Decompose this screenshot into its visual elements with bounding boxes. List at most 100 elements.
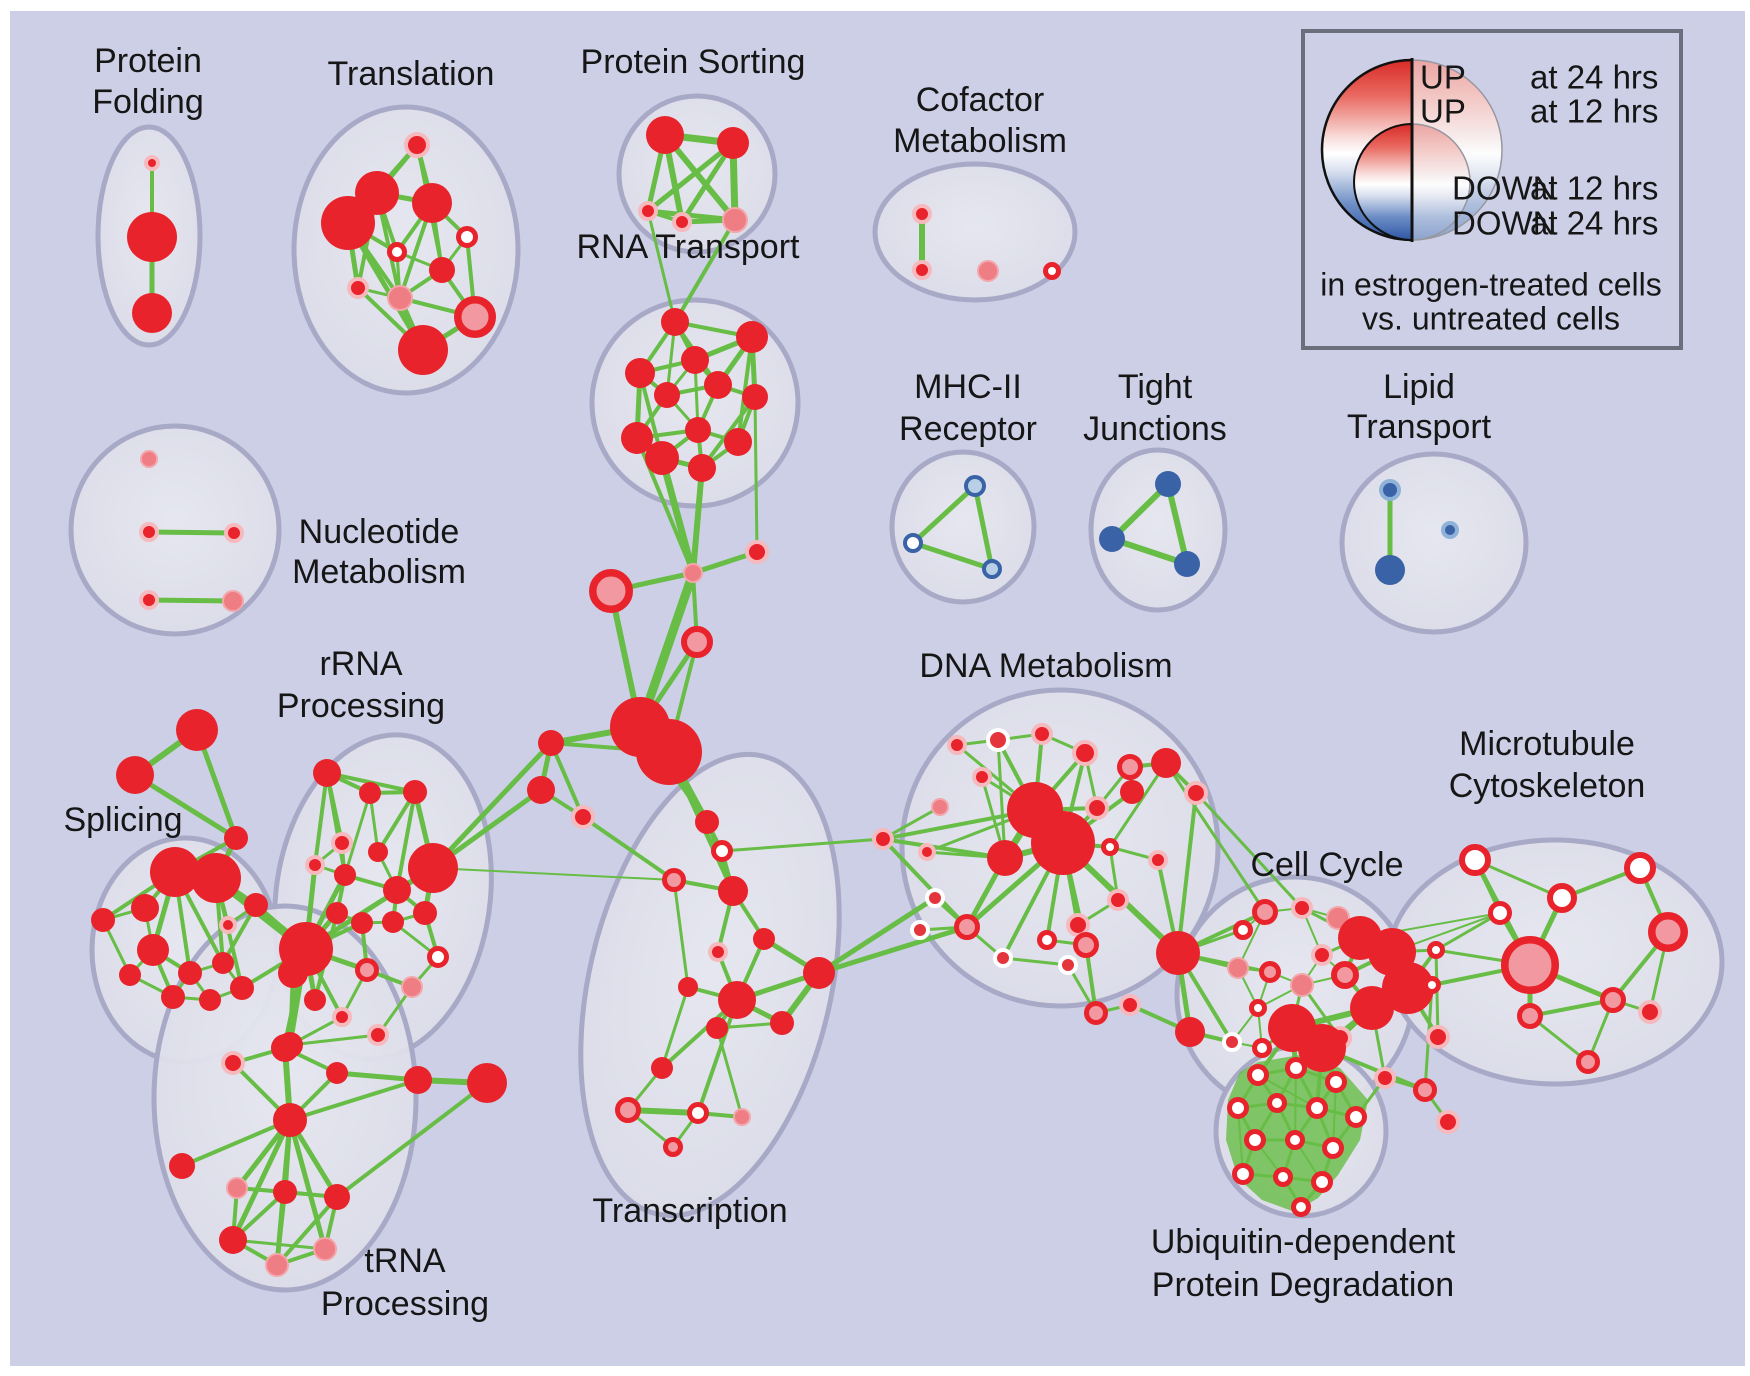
legend-time-label-1: at 24 hrs xyxy=(1530,59,1658,96)
network-node-rt1 xyxy=(736,321,768,353)
network-node-mh2 xyxy=(982,559,1002,579)
network-edge-u2-u9 xyxy=(1332,1081,1337,1149)
network-node-h4 xyxy=(571,805,595,829)
network-edge-ps4-rt0 xyxy=(673,218,737,324)
legend-time-label-4: at 24 hrs xyxy=(1530,205,1658,242)
network-node-sp5 xyxy=(178,961,202,985)
network-node-cm0 xyxy=(912,204,932,224)
network-node-tn12 xyxy=(313,1237,337,1261)
network-node-cc9 xyxy=(1311,944,1333,966)
network-node-mt1 xyxy=(1547,883,1577,913)
network-node-dm2 xyxy=(1072,740,1098,766)
network-node-cc25 xyxy=(1119,994,1141,1016)
network-node-lt0 xyxy=(1379,479,1401,501)
network-node-ts9 xyxy=(770,1011,794,1035)
network-node-rr5 xyxy=(305,855,325,875)
network-node-ts6 xyxy=(678,977,698,997)
network-node-u4 xyxy=(1267,1093,1287,1113)
network-node-rt2 xyxy=(681,346,709,374)
network-node-pf0 xyxy=(144,155,160,171)
network-node-tl8 xyxy=(387,285,413,311)
network-node-ts15 xyxy=(663,1137,683,1157)
network-edge-mh1-mh2 xyxy=(910,540,995,572)
network-edge-dm23-cc0 xyxy=(1176,791,1198,955)
network-node-sp4 xyxy=(137,934,169,966)
network-node-dm8 xyxy=(925,888,945,908)
network-edge-tj1-tj2 xyxy=(1109,536,1190,567)
network-edge-ts8-ts13 xyxy=(696,998,739,1115)
network-node-sp12 xyxy=(119,964,141,986)
legend-box xyxy=(1301,29,1683,350)
cluster-label-trna-processing-line2: Processing xyxy=(321,1285,489,1323)
network-node-dm7 xyxy=(918,843,936,861)
network-node-ft1 xyxy=(116,756,154,794)
network-node-mt10 xyxy=(1576,1050,1600,1074)
network-node-mt4 xyxy=(1423,976,1441,994)
network-node-mh1 xyxy=(903,533,923,553)
network-node-ts7 xyxy=(708,942,728,962)
network-node-cm1 xyxy=(912,260,932,280)
network-node-rt8 xyxy=(621,422,653,454)
cluster-label-cofactor-metabolism-line2: Metabolism xyxy=(893,122,1067,160)
network-node-rr6 xyxy=(334,864,356,886)
network-node-rt6 xyxy=(654,382,680,408)
network-edge-mh0-mh2 xyxy=(972,483,995,572)
network-node-sp6 xyxy=(212,952,234,974)
network-node-pf1 xyxy=(127,212,177,262)
network-edge-rr3-rr8 xyxy=(395,790,417,892)
network-node-sp3 xyxy=(91,908,115,932)
network-node-rr16 xyxy=(401,976,423,998)
network-node-dm9 xyxy=(954,914,980,940)
network-node-sp1 xyxy=(191,853,241,903)
network-node-u7 xyxy=(1244,1129,1266,1151)
network-node-dm14 xyxy=(1148,850,1168,870)
cluster-label-rrna-processing-line1: rRNA xyxy=(319,645,402,683)
network-node-ps3 xyxy=(672,212,692,232)
network-node-ps0 xyxy=(646,116,684,154)
network-node-mt3 xyxy=(1427,941,1445,959)
network-node-dm15 xyxy=(1085,796,1109,820)
network-node-rt11 xyxy=(688,454,716,482)
network-edge-mh0-mh1 xyxy=(910,483,978,546)
network-node-dm0 xyxy=(986,728,1010,752)
network-node-sp9 xyxy=(161,985,185,1009)
cluster-label-lipid-transport-line2: Transport xyxy=(1347,408,1492,446)
network-node-x3 xyxy=(1374,1067,1396,1089)
cluster-label-microtubule-cytoskeleton-line2: Cytoskeleton xyxy=(1449,767,1646,805)
network-node-ft2 xyxy=(224,826,248,850)
cluster-label-microtubule-cytoskeleton-line1: Microtubule xyxy=(1459,725,1635,763)
network-edge-ts6-ts11 xyxy=(660,985,690,1070)
network-node-cm2 xyxy=(977,260,999,282)
cluster-label-lipid-transport-line1: Lipid xyxy=(1383,368,1455,406)
network-node-cc8 xyxy=(1290,973,1314,997)
network-edge-u3-u10 xyxy=(1237,1107,1244,1175)
network-node-u9 xyxy=(1322,1137,1344,1159)
legend-direction-label-4: DOWN xyxy=(1452,205,1556,242)
network-edge-ts2-ts6 xyxy=(672,878,690,989)
network-node-u13 xyxy=(1291,1197,1311,1217)
network-node-dm3 xyxy=(1120,780,1144,804)
legend-direction-label-2: UP xyxy=(1420,93,1466,130)
network-edge-h4-ts2 xyxy=(581,815,676,882)
network-node-nm2 xyxy=(224,523,244,543)
network-node-mt6 xyxy=(1517,1003,1543,1029)
network-node-u5 xyxy=(1306,1097,1328,1119)
network-node-u6 xyxy=(1345,1106,1367,1128)
network-node-dm1 xyxy=(1031,723,1053,745)
legend-direction-label-3: DOWN xyxy=(1452,170,1556,207)
network-node-pf2 xyxy=(132,293,172,333)
network-node-dm13 xyxy=(1101,838,1119,856)
network-edge-dm18-cc22 xyxy=(1001,956,1070,967)
network-node-tl4 xyxy=(456,226,478,248)
network-node-rr1 xyxy=(313,759,341,787)
network-node-ts11 xyxy=(651,1057,673,1079)
legend-inner-left-12h-icon xyxy=(1353,122,1413,242)
network-node-rr17 xyxy=(332,1007,352,1027)
network-node-x4 xyxy=(1436,1110,1460,1134)
cluster-label-protein-folding-line2: Folding xyxy=(92,83,204,121)
network-edge-dm0-dm12 xyxy=(996,738,1007,860)
legend-time-label-2: at 12 hrs xyxy=(1530,93,1658,130)
network-node-rt10 xyxy=(645,441,679,475)
network-node-cc23 xyxy=(1084,1001,1108,1025)
network-node-cc18 xyxy=(1382,962,1434,1014)
